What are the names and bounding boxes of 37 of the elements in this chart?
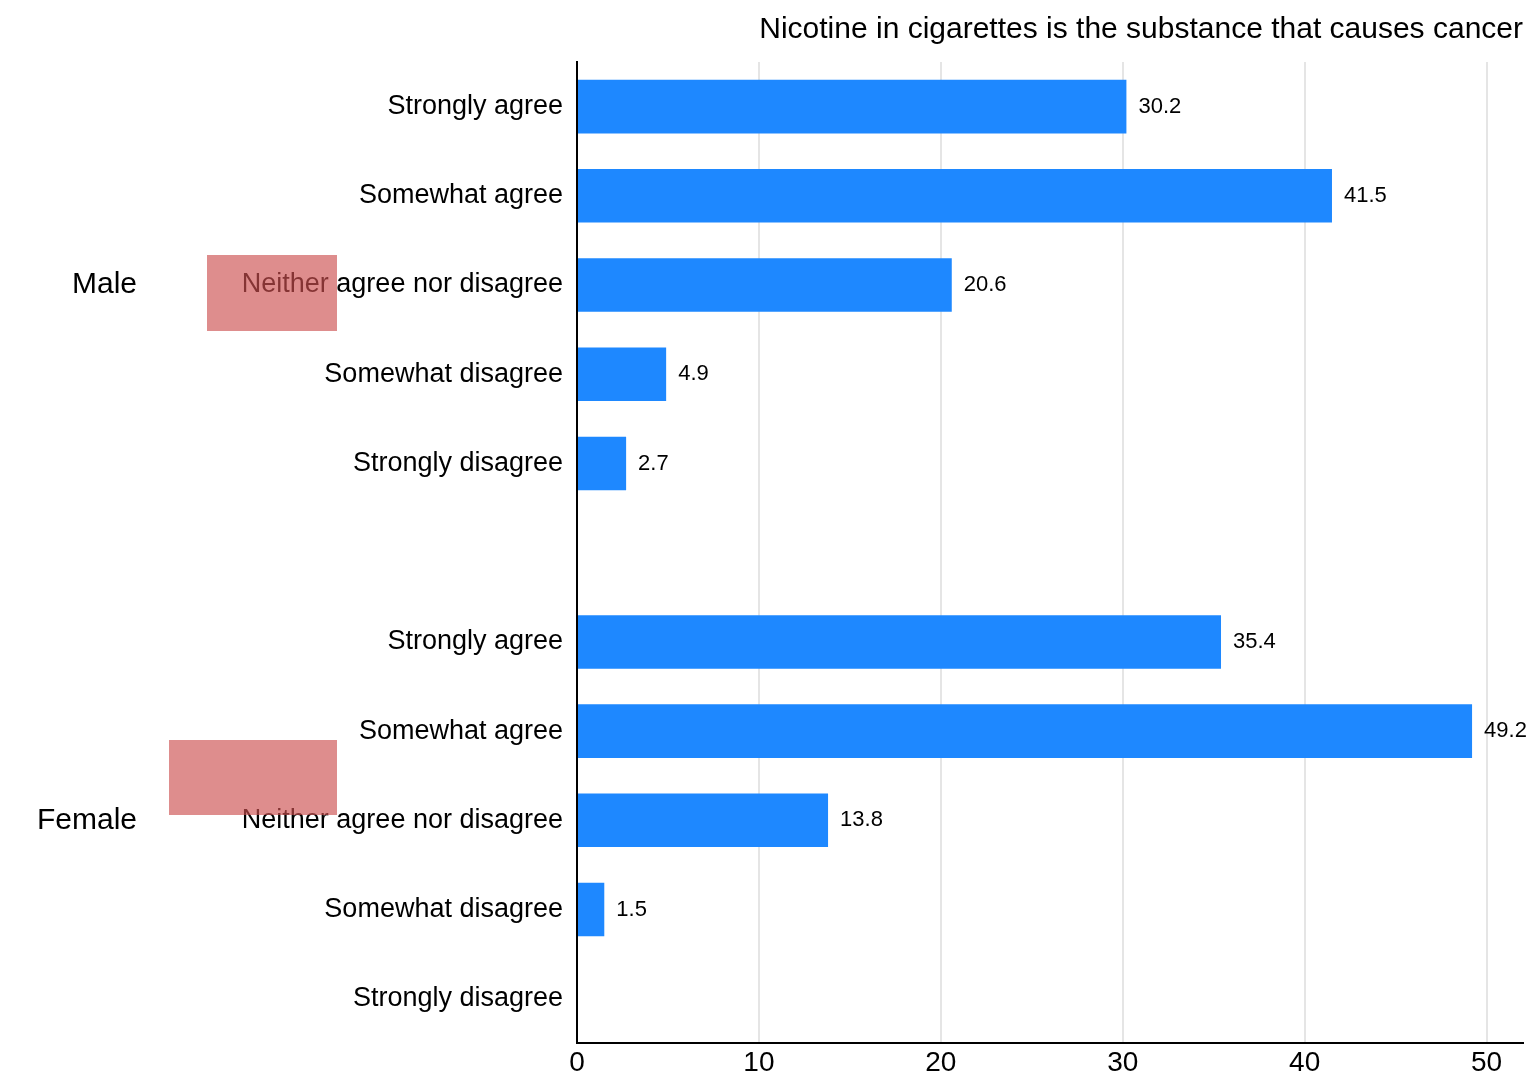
y-tick-label: Neither agree nor disagree	[241, 803, 563, 834]
data-label: 30.2	[1138, 92, 1182, 118]
data-label: 1.5	[616, 895, 647, 921]
x-tick-label: 10	[743, 1045, 775, 1077]
text: Male	[71, 266, 137, 300]
y-tick-label: Strongly disagree	[352, 982, 563, 1013]
bar	[578, 79, 1127, 134]
data-label: 35.4	[1233, 627, 1276, 653]
data-label: 13.8	[840, 806, 883, 832]
x-tick-label: 0	[569, 1045, 585, 1077]
y-tick-label: Strongly agree	[387, 90, 563, 121]
y-tick-label: Somewhat disagree	[324, 357, 563, 388]
bar	[578, 615, 1222, 669]
x-tick-label: 20	[925, 1045, 957, 1077]
y-tick-label: Somewhat disagree	[324, 893, 563, 924]
chart-title: Nicotine in cigarettes is the substance that causes cancer	[759, 11, 1523, 45]
text: Female	[36, 801, 137, 835]
data-label: 4.9	[678, 360, 709, 386]
data-label: 41.5	[1343, 181, 1387, 207]
y-tick-label: Strongly disagree	[352, 446, 563, 477]
data-label: 20.6	[963, 271, 1007, 297]
bar	[578, 793, 829, 848]
x-tick-label: 40	[1289, 1045, 1321, 1077]
bar	[578, 347, 667, 402]
y-tick-label: Somewhat agree	[358, 179, 563, 210]
y-tick-label: Strongly agree	[387, 625, 563, 656]
x-tick-label: 50	[1471, 1045, 1503, 1077]
bar	[578, 169, 1332, 223]
data-label: 49.2	[1484, 717, 1527, 743]
x-tick-label: 30	[1107, 1045, 1139, 1077]
bar	[578, 704, 1473, 758]
y-tick-label: Somewhat agree	[358, 714, 563, 745]
y-tick-label: Neither agree nor disagree	[241, 268, 563, 299]
bar	[578, 258, 952, 312]
bar	[578, 436, 627, 491]
data-label: 2.7	[638, 449, 669, 475]
bar	[578, 882, 605, 937]
